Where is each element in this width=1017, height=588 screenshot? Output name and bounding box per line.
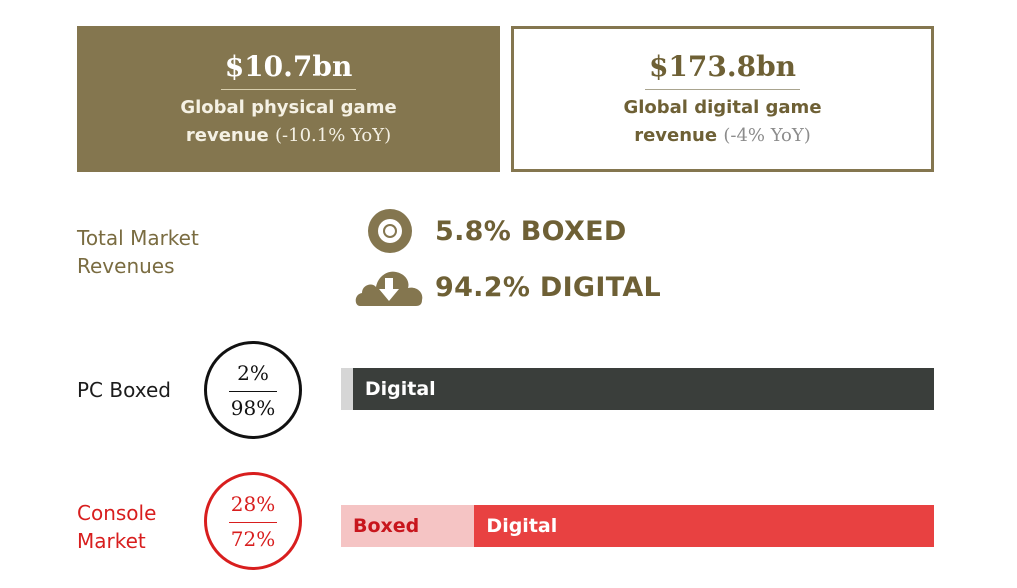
- physical-revenue-amount: $10.7bn: [220, 50, 357, 90]
- digital-desc-revenue: revenue: [634, 125, 718, 146]
- console-label-line2: Market: [77, 529, 146, 553]
- console-segment-label: Console Market: [77, 499, 156, 555]
- physical-revenue-card: $10.7bn Global physical game revenue (-1…: [77, 26, 500, 172]
- pc-ratio-circle: 2% 98%: [204, 341, 302, 439]
- console-digital-pct: 72%: [230, 526, 276, 551]
- console-ratio-divider: [229, 521, 277, 523]
- console-label-line1: Console: [77, 501, 157, 525]
- digital-revenue-card: $173.8bn Global digital game revenue (-4…: [511, 26, 934, 172]
- pc-digital-segment: Digital: [352, 368, 934, 410]
- total-market-label: Total Market Revenues: [77, 224, 277, 280]
- boxed-share-stat: 5.8% BOXED: [345, 207, 627, 255]
- physical-desc-line1: Global physical game: [180, 97, 397, 118]
- pc-share-bar: Digital: [341, 368, 934, 410]
- digital-revenue-description: Global digital game revenue (-4% YoY): [514, 94, 931, 150]
- physical-desc-line2: revenue (-10.1% YoY): [77, 122, 500, 150]
- console-digital-segment-label: Digital: [486, 515, 558, 537]
- physical-revenue-description: Global physical game revenue (-10.1% YoY…: [77, 94, 500, 150]
- pc-ratio-divider: [229, 390, 277, 392]
- physical-yoy: (-10.1% YoY): [275, 125, 392, 146]
- console-share-bar: Boxed Digital: [341, 505, 934, 547]
- console-boxed-segment: Boxed: [341, 505, 475, 547]
- pc-boxed-pct: 2%: [237, 360, 269, 385]
- pc-digital-segment-label: Digital: [364, 378, 436, 400]
- digital-share-value: 94.2% DIGITAL: [435, 271, 662, 303]
- digital-yoy: (-4% YoY): [723, 125, 811, 146]
- console-ratio-circle: 28% 72%: [204, 472, 302, 570]
- boxed-share-value: 5.8% BOXED: [435, 215, 627, 247]
- console-boxed-segment-label: Boxed: [353, 515, 420, 537]
- pc-digital-pct: 98%: [230, 395, 276, 420]
- console-digital-segment: Digital: [474, 505, 934, 547]
- pc-segment-label: PC Boxed: [77, 378, 171, 402]
- physical-desc-revenue: revenue: [185, 125, 269, 146]
- total-market-label-line2: Revenues: [77, 254, 175, 278]
- digital-desc-line2: revenue (-4% YoY): [514, 122, 931, 150]
- cloud-download-icon: [345, 266, 435, 308]
- digital-desc-line1: Global digital game: [623, 97, 822, 118]
- total-market-label-line1: Total Market: [77, 226, 199, 250]
- digital-share-stat: 94.2% DIGITAL: [345, 266, 661, 308]
- pc-boxed-segment: [341, 368, 353, 410]
- disc-icon: [345, 207, 435, 255]
- digital-revenue-amount: $173.8bn: [644, 50, 801, 90]
- console-boxed-pct: 28%: [230, 491, 276, 516]
